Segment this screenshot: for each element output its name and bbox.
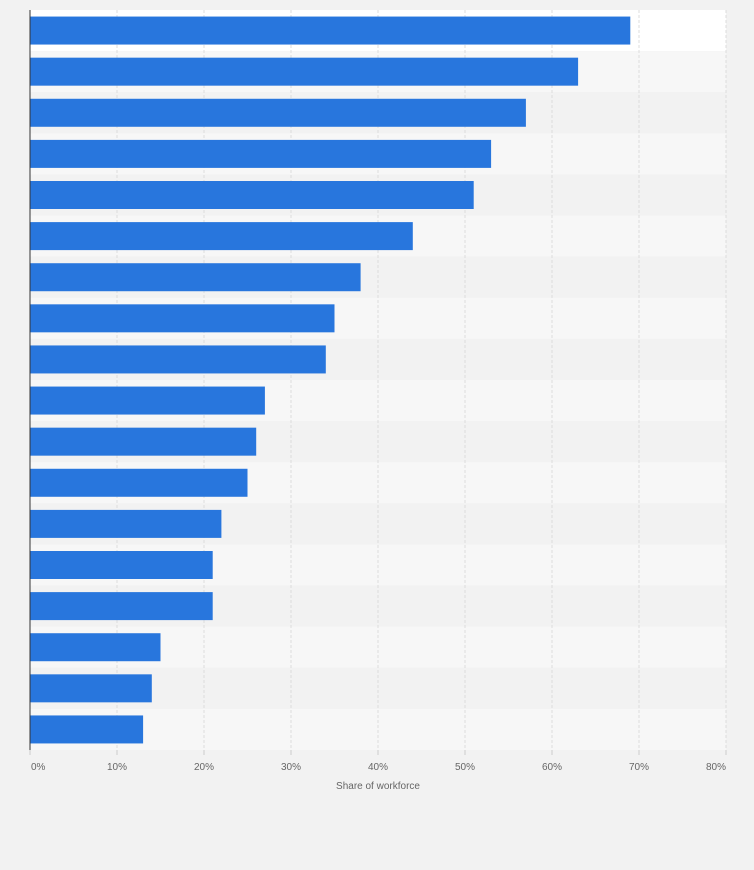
x-tick-label: 70% (629, 762, 649, 773)
bar (30, 222, 413, 251)
bar (30, 181, 474, 209)
x-tick-label: 80% (706, 762, 726, 773)
bar (30, 509, 222, 538)
bar (30, 468, 248, 497)
bar (30, 139, 492, 168)
bar (30, 98, 526, 127)
gridlines (116, 10, 727, 750)
bar (30, 427, 257, 456)
x-tick-label: 30% (281, 762, 301, 773)
bar (30, 633, 161, 662)
bar (30, 386, 265, 415)
bar (30, 592, 213, 621)
bar (30, 674, 152, 703)
x-tick-label: 0% (31, 762, 46, 773)
x-axis-ticks: 0% 10% 20% 30% 40% 50% 60% 70% 80% (29, 750, 727, 773)
bar (30, 304, 335, 333)
bar (30, 551, 213, 579)
x-tick-label: 60% (542, 762, 562, 773)
x-axis-title: Share of workforce (336, 781, 420, 792)
bar (30, 715, 144, 744)
bar (30, 57, 579, 86)
bars (30, 16, 631, 744)
bar (30, 263, 361, 292)
bar (30, 16, 631, 45)
bar (30, 345, 326, 374)
x-tick-label: 50% (455, 762, 475, 773)
x-tick-label: 10% (107, 762, 127, 773)
x-tick-label: 40% (368, 762, 388, 773)
x-tick-label: 20% (194, 762, 214, 773)
